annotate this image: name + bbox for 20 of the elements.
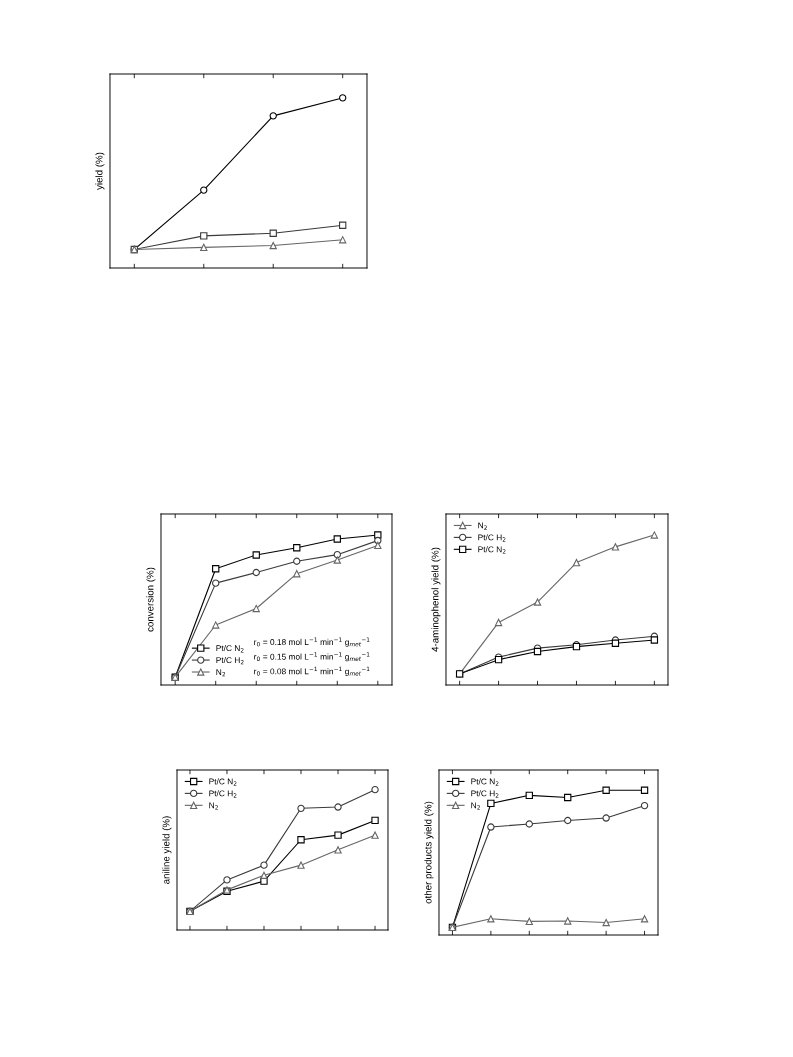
legend-label: N$_{2}$ xyxy=(471,802,480,810)
legend-label: Pt/C N$_{2}$ xyxy=(216,644,244,653)
text: r$_{0}$ = 0.15 mol L$^{−1}$ min$^{−1}$ g$_{met}$$^{−1}$ xyxy=(254,652,370,662)
y-axis-title: yield (%) xyxy=(95,152,105,190)
legend-label: Pt/C H$_{2}$ xyxy=(478,534,506,542)
legend-label: Pt/C N$_{2}$ xyxy=(471,778,499,786)
text: r$_{0}$ = 0.18 mol L$^{−1}$ min$^{−1}$ g$_{met}$$^{−1}$ xyxy=(254,637,370,647)
y-axis-title: other products yield (%) xyxy=(424,801,434,904)
legend-label: N$_{2}$ xyxy=(216,669,225,677)
legend-label: Pt/C H$_{2}$ xyxy=(471,790,499,798)
legend-label: Pt/C H$_{2}$ xyxy=(216,656,244,665)
legend-label: Pt/C N$_{2}$ xyxy=(209,778,237,786)
legend-label: Pt/C H$_{2}$ xyxy=(209,790,237,798)
legend-label: N$_{2}$ xyxy=(209,802,218,810)
y-axis-title: 4-aminophenol yield (%) xyxy=(431,547,441,652)
text: r$_{0}$ = 0.08 mol L$^{−1}$ min$^{−1}$ g$_{met}$$^{−1}$ xyxy=(254,666,370,676)
y-axis-title: aniline yield (%) xyxy=(162,816,172,884)
y-axis-title: conversion (%) xyxy=(146,567,156,632)
legend-label: N$_{2}$ xyxy=(478,522,487,530)
legend-label: Pt/C N$_{2}$ xyxy=(478,546,506,554)
